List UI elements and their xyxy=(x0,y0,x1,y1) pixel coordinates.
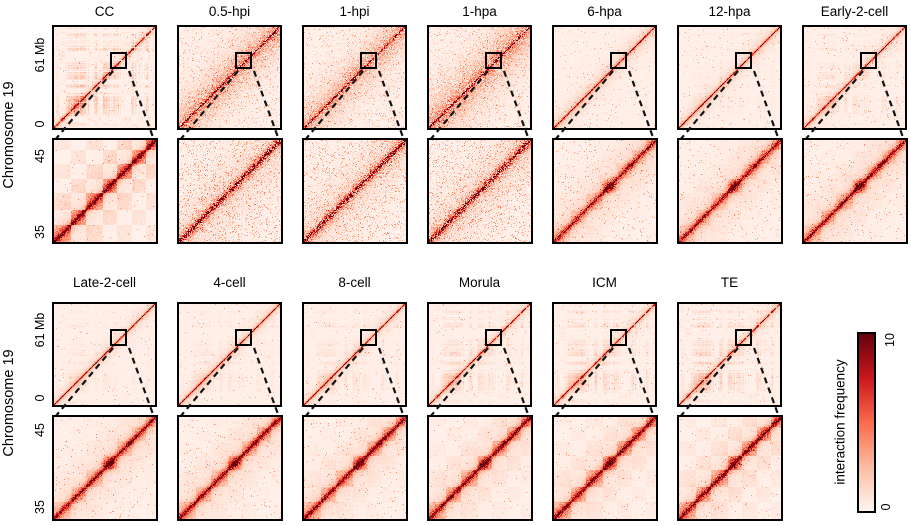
hic-map-zoom xyxy=(802,138,908,244)
zoom-region-box xyxy=(610,329,627,346)
axis-tick-35: 35 xyxy=(33,225,47,239)
zoom-region-box xyxy=(235,329,252,346)
axis-tick-61mb: 61 Mb xyxy=(33,312,47,348)
hic-map-full xyxy=(177,25,282,130)
colorbar-gradient xyxy=(857,332,876,513)
hic-map-zoom xyxy=(677,138,783,244)
zoom-region-box xyxy=(485,52,502,69)
hic-map-zoom xyxy=(302,415,408,521)
hic-map-full xyxy=(302,302,407,407)
hic-map-zoom-canvas xyxy=(804,140,906,242)
hic-map-full-canvas xyxy=(679,304,780,405)
hic-map-zoom-canvas xyxy=(179,140,281,242)
hic-map-zoom xyxy=(552,138,658,244)
hic-map-zoom-canvas xyxy=(304,417,406,519)
hic-map-full-canvas xyxy=(179,27,280,128)
axis-tick-0: 0 xyxy=(33,120,47,128)
axis-tick-61mb: 61 Mb xyxy=(33,37,47,73)
zoom-region-box xyxy=(235,52,252,69)
zoom-region-box xyxy=(735,52,752,69)
hic-map-full-canvas xyxy=(304,27,405,128)
stage-title: Early-2-cell xyxy=(820,4,889,19)
hic-map-full-canvas xyxy=(54,304,155,405)
chromosome-axis-label: Chromosome 19 xyxy=(1,349,17,457)
stage-title: Late-2-cell xyxy=(72,275,137,290)
axis-tick-45: 45 xyxy=(33,149,47,163)
hic-map-full-canvas xyxy=(679,27,780,128)
stage-title: 12-hpa xyxy=(708,4,751,19)
hic-map-full-canvas xyxy=(54,27,155,128)
hic-map-zoom-canvas xyxy=(54,140,156,242)
zoom-region-box xyxy=(360,52,377,69)
hic-map-full-canvas xyxy=(554,304,655,405)
stage-title: 4-cell xyxy=(213,275,246,290)
axis-tick-0: 0 xyxy=(33,394,47,402)
hic-map-zoom-canvas xyxy=(304,140,406,242)
hic-map-full xyxy=(427,302,532,407)
hic-map-full xyxy=(552,25,657,130)
hic-map-zoom xyxy=(302,138,408,244)
hic-map-full xyxy=(802,25,907,130)
hic-map-zoom xyxy=(677,415,783,521)
hic-map-zoom xyxy=(52,415,158,521)
zoom-region-box xyxy=(610,52,627,69)
stage-title: CC xyxy=(94,4,115,19)
hic-map-full xyxy=(52,25,157,130)
hic-map-full-canvas xyxy=(429,304,530,405)
stage-title: 1-hpa xyxy=(462,4,497,19)
hic-map-zoom-canvas xyxy=(679,417,781,519)
hic-map-zoom xyxy=(552,415,658,521)
zoom-region-box xyxy=(735,329,752,346)
hic-map-zoom xyxy=(427,138,533,244)
hic-map-zoom xyxy=(52,138,158,244)
colorbar-label: interaction frequency xyxy=(832,359,848,485)
hic-map-full xyxy=(677,302,782,407)
hic-map-full xyxy=(677,25,782,130)
hic-map-full-canvas xyxy=(804,27,905,128)
zoom-region-box xyxy=(110,52,127,69)
stage-title: TE xyxy=(720,275,739,290)
hic-map-zoom xyxy=(177,138,283,244)
stage-title: ICM xyxy=(592,275,617,290)
stage-title: 1-hpi xyxy=(339,4,370,19)
hic-map-zoom-canvas xyxy=(429,140,531,242)
zoom-region-box xyxy=(860,52,877,69)
hic-map-zoom-canvas xyxy=(179,417,281,519)
zoom-region-box xyxy=(360,329,377,346)
hic-map-zoom-canvas xyxy=(554,140,656,242)
chromosome-axis-label: Chromosome 19 xyxy=(1,81,17,189)
hic-map-zoom-canvas xyxy=(679,140,781,242)
hic-map-full xyxy=(52,302,157,407)
hic-map-full xyxy=(177,302,282,407)
hic-map-zoom-canvas xyxy=(54,417,156,519)
zoom-region-box xyxy=(485,329,502,346)
hic-map-full-canvas xyxy=(554,27,655,128)
hic-map-full xyxy=(302,25,407,130)
zoom-region-box xyxy=(110,329,127,346)
hic-map-full-canvas xyxy=(429,27,530,128)
stage-title: 8-cell xyxy=(338,275,371,290)
hic-map-full-canvas xyxy=(304,304,405,405)
colorbar-tick-min: 0 xyxy=(879,503,893,511)
axis-tick-45: 45 xyxy=(33,423,47,437)
hic-map-full xyxy=(552,302,657,407)
hic-map-full xyxy=(427,25,532,130)
colorbar-tick-max: 10 xyxy=(883,333,897,347)
hic-map-zoom xyxy=(177,415,283,521)
axis-tick-35: 35 xyxy=(33,500,47,514)
stage-title: 0.5-hpi xyxy=(208,4,251,19)
hic-map-zoom-canvas xyxy=(429,417,531,519)
stage-title: 6-hpa xyxy=(587,4,622,19)
hic-map-zoom-canvas xyxy=(554,417,656,519)
hic-map-zoom xyxy=(427,415,533,521)
stage-title: Morula xyxy=(458,275,501,290)
hic-map-full-canvas xyxy=(179,304,280,405)
